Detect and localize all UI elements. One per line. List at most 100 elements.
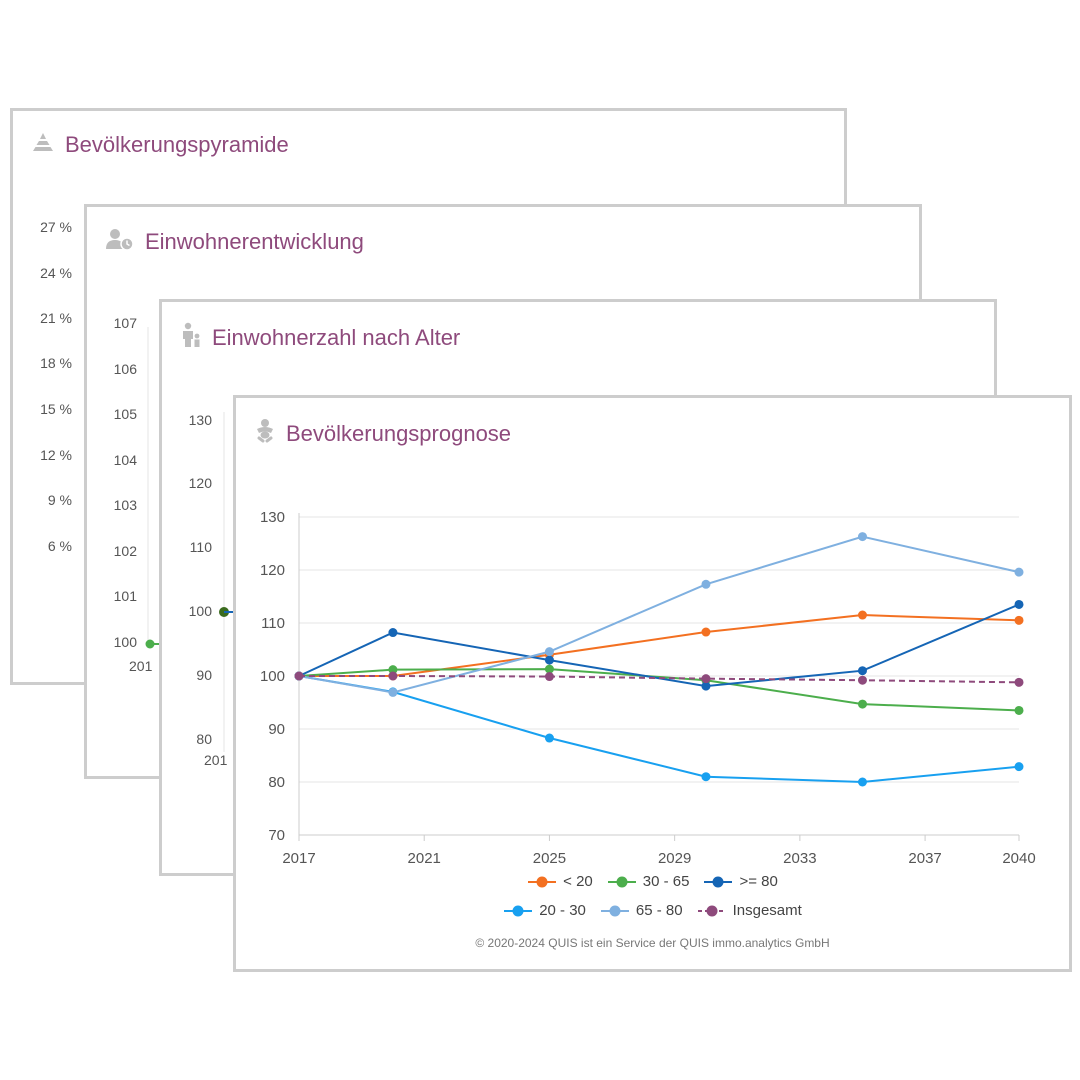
legend-swatch-insgesamt [697,905,726,916]
series-point-3 [544,733,554,743]
card-title-alter: Einwohnerzahl nach Alter [180,322,460,354]
legend-label: 30 - 65 [642,873,690,890]
series-point-4 [544,647,554,657]
y-tick-label: 100 [260,668,285,685]
prognose-chart: 70 80 90 100 110 120 130 2017 2021 2025 2029 2033 20… [260,509,1036,867]
legend-item-lt20[interactable]: < 20 [527,873,593,890]
series-line-4 [298,535,1020,694]
x-tick-label: 2037 [908,850,941,867]
series-point-4 [857,532,867,542]
series-point-5 [701,674,711,684]
series-point-2 [701,681,711,691]
series-point-5 [1014,677,1024,687]
legend-swatch-lt20 [528,876,557,887]
pyramid-ytick: 24 % [40,265,72,281]
einwohner-ytick: 103 [113,497,137,513]
series-line-1 [298,668,1020,712]
legend-swatch-65-80 [600,905,629,916]
alter-ytick: 120 [188,475,212,491]
einwohner-ytick: 101 [113,588,137,604]
x-tick-label: 2021 [408,850,441,867]
card-title-text: Einwohnerzahl nach Alter [212,325,461,350]
einwohner-xtick: 201 [129,658,153,674]
series-line-0 [299,614,1020,677]
x-tick-label: 2025 [533,850,566,867]
legend-swatch-30-65 [607,876,636,887]
legend-label: >= 80 [739,873,778,890]
series-point-3 [857,777,867,787]
series-point-2 [857,666,867,676]
card-title-prognose: Bevölkerungsprognose [254,418,511,450]
series-point-1 [857,699,867,709]
card-title-pyramide: Bevölkerungspyramide [31,131,289,159]
einwohner-ytick: 105 [113,406,137,422]
legend-row-2: 20 - 30 65 - 80 Insgesamt [236,902,1069,919]
pyramid-ytick: 12 % [40,447,72,463]
einwohner-axis-fragment [145,327,159,649]
y-tick-label: 90 [268,721,285,738]
series-point-1 [1014,705,1024,715]
legend-swatch-ge80 [704,876,733,887]
card-title-text: Bevölkerungsprognose [286,421,512,446]
series-point-4 [1014,567,1024,577]
einwohner-ytick: 100 [113,634,137,650]
person-clock-icon [105,227,145,257]
legend-item-ge80[interactable]: >= 80 [703,873,778,890]
series-point-0 [1014,615,1024,625]
series-point-5 [388,671,398,681]
series-point-3 [701,772,711,782]
series-point-2 [544,655,554,665]
series-line-2 [298,603,1020,688]
legend-swatch-20-30 [504,905,533,916]
legend-label: < 20 [563,873,593,890]
legend-label: 20 - 30 [539,902,586,919]
series-point-5 [857,675,867,685]
series-point-2 [388,628,398,638]
legend-item-65-80[interactable]: 65 - 80 [600,902,683,919]
series-point-1 [544,664,554,674]
pyramid-ytick: 18 % [40,355,72,371]
person-child-icon [180,322,212,354]
y-tick-label: 130 [260,509,285,526]
einwohner-ytick: 107 [113,315,137,331]
x-tick-label: 2033 [783,850,816,867]
pyramid-icon [31,131,65,159]
series-point-4 [701,579,711,589]
y-tick-label: 110 [261,615,285,632]
card-title-text: Einwohnerentwicklung [145,229,364,254]
series-point-2 [1014,599,1024,609]
legend-row-1: < 20 30 - 65 >= 80 [236,873,1069,890]
series-point-5 [294,671,304,681]
series-point-0 [701,627,711,637]
pyramid-ytick: 27 % [40,219,72,235]
pyramid-ytick: 9 % [47,492,72,508]
y-tick-label: 80 [268,774,285,791]
card-title-einwohnerentwicklung: Einwohnerentwicklung [105,227,364,257]
alter-ytick: 130 [188,412,212,428]
einwohner-ytick: 104 [113,452,137,468]
pyramid-ytick: 15 % [40,401,72,417]
card-bevoelkerungsprognose: Bevölkerungsprognose 70 80 90 100 110 120 130 2… [233,395,1072,972]
series-point-1 [388,665,398,675]
card-title-text: Bevölkerungspyramide [65,132,289,157]
series-point-3 [1014,762,1024,772]
baby-icon [254,418,286,450]
legend-item-20-30[interactable]: 20 - 30 [503,902,586,919]
alter-ytick: 90 [196,667,212,683]
series-point-4 [388,687,398,697]
series-point-0 [857,610,867,620]
x-tick-label: 2029 [658,850,691,867]
alter-xtick: 201 [204,752,228,768]
legend-label: Insgesamt [732,902,802,919]
series-point-5 [544,672,554,682]
legend-item-insgesamt[interactable]: Insgesamt [697,902,802,919]
alter-ytick: 80 [196,731,212,747]
y-tick-label: 70 [268,827,285,844]
pyramid-ytick: 21 % [40,310,72,326]
pyramid-ytick: 6 % [47,538,72,554]
legend-label: 65 - 80 [635,902,683,919]
legend-item-30-65[interactable]: 30 - 65 [607,873,690,890]
y-tick-label: 120 [260,562,285,579]
einwohner-ytick: 102 [113,543,137,559]
alter-ytick: 100 [188,603,212,619]
